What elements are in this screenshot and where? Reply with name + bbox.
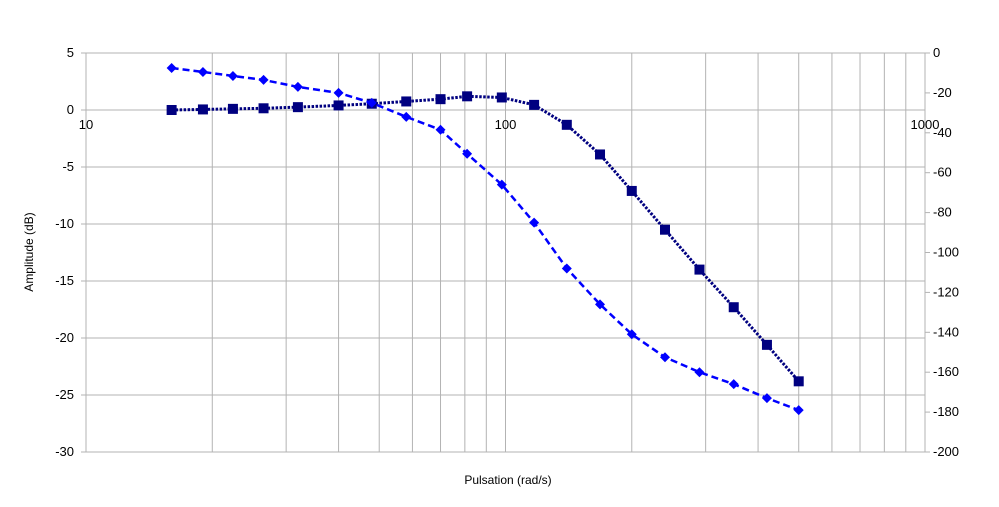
- data-point: [258, 74, 269, 85]
- series-2: [166, 62, 804, 416]
- series-line: [171, 94, 800, 383]
- data-point: [659, 224, 670, 235]
- plot-area: [81, 52, 930, 453]
- y2-tick-label: -180: [933, 404, 959, 419]
- data-point: [626, 329, 637, 340]
- series-line: [171, 66, 800, 412]
- tick-labels: 5 0 -5 -10 -15 -20 -25 -30 0 -20 -40 -60 -80 -100 -120…: [55, 45, 959, 459]
- data-point: [728, 379, 739, 390]
- data-point: [793, 405, 804, 416]
- y2-tick-label: -140: [933, 324, 959, 339]
- y2-tick-label: -40: [933, 125, 952, 140]
- data-point: [292, 102, 303, 113]
- y2-tick-label: -200: [933, 444, 959, 459]
- y2-tick-label: -160: [933, 364, 959, 379]
- data-point: [292, 81, 303, 92]
- data-point: [435, 124, 446, 135]
- y2-tick-label: -80: [933, 205, 952, 220]
- data-point: [197, 104, 208, 115]
- x-tick-label: 1000: [911, 117, 940, 132]
- y2-tick-label: -120: [933, 284, 959, 299]
- y-tick-label: -5: [62, 159, 74, 174]
- data-point: [626, 185, 637, 196]
- data-point: [227, 70, 238, 81]
- data-point: [197, 66, 208, 77]
- series-layer: [166, 62, 804, 416]
- data-point: [462, 148, 473, 159]
- data-point: [401, 96, 412, 107]
- data-point: [561, 263, 572, 274]
- y2-tick-label: -100: [933, 245, 959, 260]
- y-tick-label: -15: [55, 273, 74, 288]
- data-point: [595, 299, 606, 310]
- y2-tick-label: -20: [933, 85, 952, 100]
- data-point: [366, 97, 377, 108]
- y-tick-label: -25: [55, 387, 74, 402]
- data-point: [595, 149, 606, 160]
- y-tick-label: 5: [67, 45, 74, 60]
- data-point: [529, 217, 540, 228]
- x-tick-label: 100: [495, 117, 517, 132]
- y-tick-label: 0: [67, 102, 74, 117]
- data-point: [401, 111, 412, 122]
- data-point: [462, 91, 473, 102]
- data-point: [659, 352, 670, 363]
- grid-lines: [85, 52, 926, 453]
- data-point: [728, 302, 739, 313]
- x-tick-label: 10: [79, 117, 93, 132]
- data-point: [793, 376, 804, 387]
- data-point: [761, 393, 772, 404]
- data-point: [694, 367, 705, 378]
- data-point: [166, 62, 177, 73]
- data-point: [561, 119, 572, 130]
- data-point: [761, 339, 772, 350]
- data-point: [496, 179, 507, 190]
- y-tick-label: -30: [55, 444, 74, 459]
- data-point: [435, 94, 446, 105]
- data-point: [166, 105, 177, 115]
- data-point: [333, 100, 344, 111]
- y-tick-label: -10: [55, 216, 74, 231]
- data-point: [227, 103, 238, 114]
- y2-tick-label: -60: [933, 165, 952, 180]
- data-point: [496, 92, 507, 103]
- data-point: [333, 87, 344, 98]
- data-point: [529, 99, 540, 110]
- series-1: [166, 91, 804, 387]
- y-tick-label: -20: [55, 330, 74, 345]
- data-point: [694, 264, 705, 275]
- y-axis-title: Amplitude (dB): [22, 212, 36, 291]
- data-point: [258, 103, 269, 114]
- x-axis-title: Pulsation (rad/s): [464, 473, 551, 487]
- y2-tick-label: 0: [933, 45, 940, 60]
